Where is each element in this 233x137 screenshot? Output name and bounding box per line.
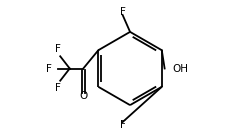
Text: OH: OH (172, 64, 188, 73)
Text: F: F (55, 83, 61, 93)
Text: F: F (55, 44, 61, 54)
Text: F: F (120, 120, 126, 130)
Text: O: O (79, 91, 87, 101)
Text: F: F (120, 7, 126, 17)
Text: F: F (46, 64, 52, 73)
